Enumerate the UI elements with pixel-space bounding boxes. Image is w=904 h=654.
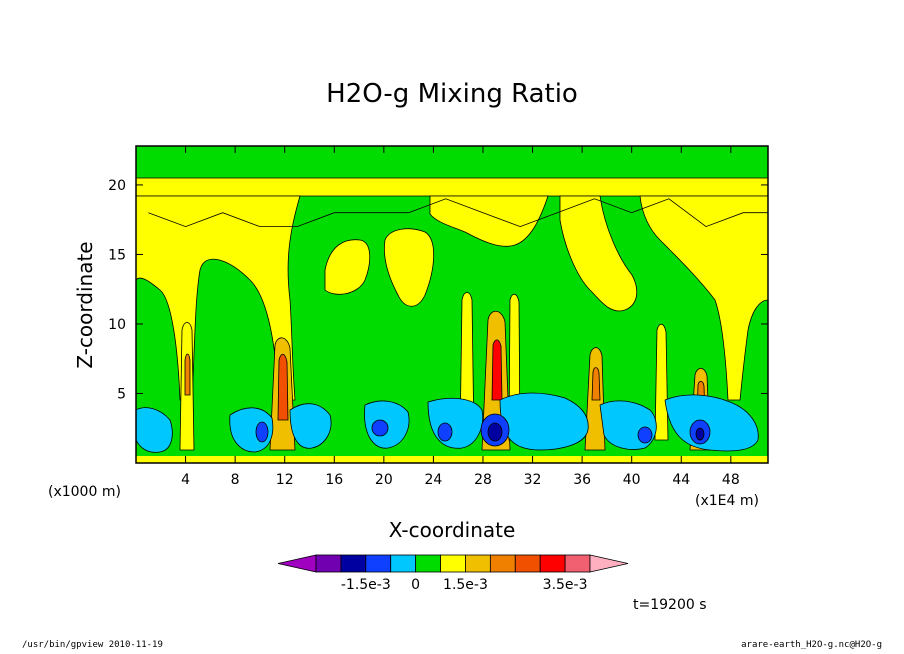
plume-12-core	[277, 353, 289, 421]
colorbar-swatch	[440, 554, 466, 573]
plume-43-narrow	[654, 323, 669, 441]
upper-yellow-region-far-right	[639, 195, 768, 401]
cyan-region-1	[136, 407, 173, 453]
yellow-blob-a	[324, 239, 371, 295]
colorbar-tick-label: 0	[411, 577, 420, 593]
x-tick-label: 28	[474, 472, 492, 488]
x-tick-label: 32	[524, 472, 542, 488]
colorbar-arrow-left	[277, 554, 317, 573]
surface-yellow-strip	[136, 456, 768, 463]
x-tick-label: 44	[672, 472, 690, 488]
blue-core-2	[371, 419, 389, 437]
plume-29-core	[491, 339, 503, 401]
y-axis-label: Z-coordinate	[73, 241, 97, 368]
y-tick-label: 10	[108, 317, 126, 333]
colorbar-tick-label: -1.5e-3	[341, 577, 391, 593]
x-tick-label: 4	[181, 472, 190, 488]
footer-left: /usr/bin/gpview 2010-11-19	[22, 640, 163, 650]
upper-yellow-region-mid	[429, 195, 549, 247]
blue-core-5	[487, 422, 503, 442]
colorbar-tick-label: 3.5e-3	[543, 577, 588, 593]
x-tick-label: 48	[722, 472, 740, 488]
plot-area	[136, 146, 768, 463]
cyan-region-6	[499, 392, 589, 451]
colorbar-swatch	[365, 554, 392, 573]
colorbar-swatch	[564, 554, 591, 573]
time-label: t=19200 s	[633, 597, 707, 613]
colorbar: -1.5e-3 0 1.5e-3 3.5e-3	[277, 554, 629, 593]
x-unit-left: (x1000 m)	[48, 484, 121, 500]
colorbar-tick-label: 1.5e-3	[443, 577, 488, 593]
upper-yellow-region-right	[559, 195, 638, 312]
chart-title: H2O-g Mixing Ratio	[326, 79, 578, 109]
blue-core-3	[437, 422, 453, 442]
plot-frame	[135, 145, 769, 464]
x-axis-label: X-coordinate	[389, 518, 516, 542]
y-tick-label: 5	[117, 386, 126, 402]
cyan-region-8	[664, 394, 759, 452]
x-tick-label: 36	[573, 472, 591, 488]
contour-line	[148, 198, 768, 228]
y-axis: 5 10 15 20	[108, 178, 768, 402]
colorbar-swatch	[415, 554, 441, 573]
x-axis: 4 8 12 16 20 24 28 32 36 40 44 48	[181, 146, 740, 488]
x-tick-label: 40	[623, 472, 641, 488]
cyan-region-3	[289, 403, 332, 449]
colorbar-swatch	[315, 554, 342, 573]
upper-yellow-region-left	[136, 195, 301, 401]
blue-core-6	[637, 426, 653, 444]
colorbar-swatch	[390, 554, 417, 573]
footer-right: arare-earth_H2O-g.nc@H2O-g	[741, 640, 882, 650]
y-tick-label: 20	[108, 178, 126, 194]
x-tick-label: 8	[231, 472, 240, 488]
plume-37-core	[591, 367, 601, 401]
x-tick-label: 20	[375, 472, 393, 488]
upper-yellow-band	[136, 177, 768, 197]
blue-core-8	[695, 427, 705, 441]
plume-4-core	[184, 353, 191, 396]
x-tick-label: 24	[424, 472, 442, 488]
y-tick-label: 15	[108, 247, 126, 263]
colorbar-swatch	[539, 554, 566, 573]
colorbar-swatch	[489, 554, 516, 573]
x-tick-label: 12	[276, 472, 294, 488]
x-unit-right: (x1E4 m)	[695, 493, 759, 509]
colorbar-arrow-right	[589, 554, 629, 573]
yellow-blob-b	[383, 228, 435, 307]
colorbar-swatch	[340, 554, 367, 573]
x-tick-label: 16	[325, 472, 343, 488]
colorbar-swatch	[465, 554, 491, 573]
colorbar-swatch	[514, 554, 541, 573]
blue-core-1	[255, 421, 269, 443]
